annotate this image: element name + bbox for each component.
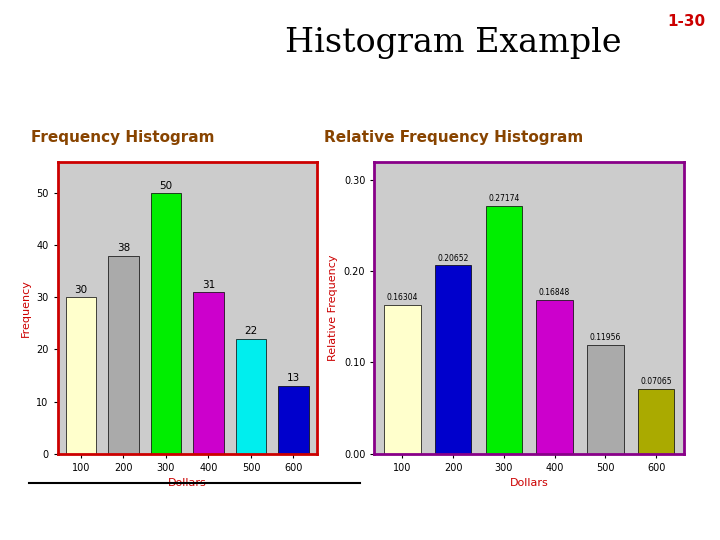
X-axis label: Dollars: Dollars — [168, 478, 207, 488]
Bar — [587, 345, 624, 454]
Text: 13: 13 — [287, 373, 300, 383]
Text: 0.16848: 0.16848 — [539, 288, 570, 298]
Bar — [384, 305, 420, 454]
Text: 0.11956: 0.11956 — [590, 333, 621, 342]
Text: 0.16304: 0.16304 — [387, 293, 418, 302]
Bar — [235, 339, 266, 454]
Text: 0.07065: 0.07065 — [640, 377, 672, 387]
Bar — [536, 300, 573, 454]
Bar — [278, 386, 309, 454]
Text: 1-30: 1-30 — [667, 14, 706, 29]
X-axis label: Dollars: Dollars — [510, 478, 549, 488]
Text: 31: 31 — [202, 280, 215, 289]
Text: Histogram Example: Histogram Example — [285, 27, 622, 59]
Bar — [108, 256, 139, 454]
Text: 0.20652: 0.20652 — [437, 254, 469, 262]
Text: 0.27174: 0.27174 — [488, 194, 520, 203]
Bar — [485, 206, 522, 454]
Y-axis label: Relative Frequency: Relative Frequency — [328, 254, 338, 361]
Text: 50: 50 — [159, 181, 173, 191]
Bar — [193, 292, 224, 454]
Bar — [638, 389, 675, 454]
Text: Frequency Histogram: Frequency Histogram — [31, 130, 214, 145]
Text: Relative Frequency Histogram: Relative Frequency Histogram — [324, 130, 583, 145]
Text: 38: 38 — [117, 243, 130, 253]
Y-axis label: Frequency: Frequency — [21, 279, 31, 337]
Bar — [435, 265, 472, 454]
Text: 30: 30 — [74, 285, 88, 295]
Text: 22: 22 — [244, 327, 258, 336]
Bar — [150, 193, 181, 454]
Bar — [66, 298, 96, 454]
